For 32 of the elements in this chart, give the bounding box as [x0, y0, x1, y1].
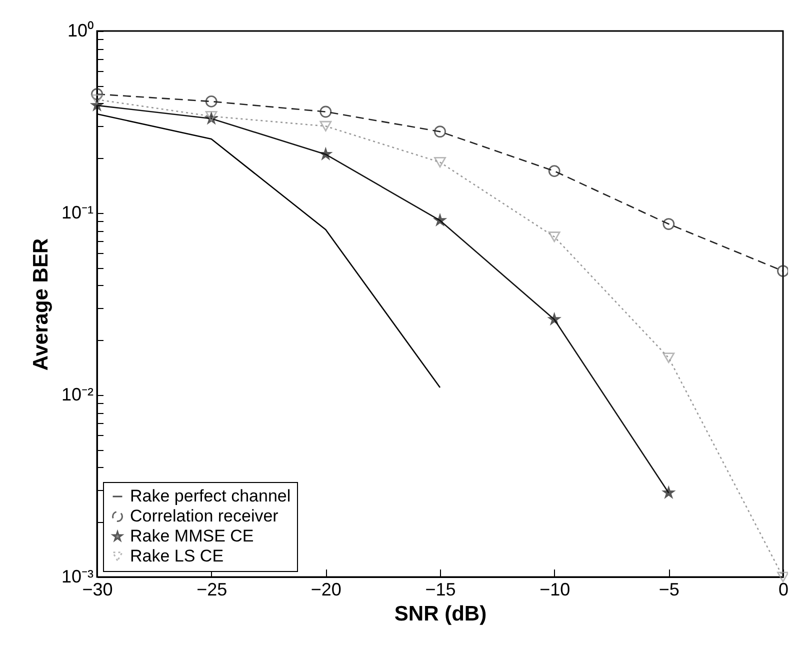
y-tick-label: 10⁰	[67, 20, 94, 40]
point	[548, 314, 560, 324]
x-tick-label: −5	[658, 580, 680, 600]
legend-label: Rake LS CE	[130, 546, 224, 566]
x-tick-label: −10	[540, 580, 570, 600]
point	[662, 218, 675, 230]
point	[548, 165, 560, 177]
y-tick-label: 10⁻²	[61, 384, 94, 404]
point	[434, 126, 446, 138]
point	[548, 232, 560, 242]
x-tick-label: −20	[310, 580, 342, 600]
legend-label: Correlation receiver	[130, 506, 279, 526]
x-tick-label: −15	[425, 580, 456, 600]
point	[91, 88, 103, 100]
x-tick-label: −25	[196, 580, 228, 600]
x-axis-title: SNR (dB)	[394, 602, 487, 626]
point	[434, 157, 446, 168]
point	[205, 96, 218, 108]
point	[320, 106, 332, 118]
point	[662, 352, 675, 364]
legend-label: Rake MMSE CE	[130, 526, 254, 546]
x-tick-label: 0	[778, 580, 789, 600]
point	[91, 94, 103, 105]
point	[434, 214, 446, 226]
y-tick-label: 10⁻¹	[61, 202, 94, 222]
point	[777, 572, 788, 582]
legend-label: Rake perfect channel	[130, 486, 291, 506]
y-axis-title: Average BER	[29, 238, 52, 371]
point	[320, 120, 332, 132]
point	[777, 265, 788, 277]
point	[320, 148, 332, 160]
point	[662, 486, 674, 498]
